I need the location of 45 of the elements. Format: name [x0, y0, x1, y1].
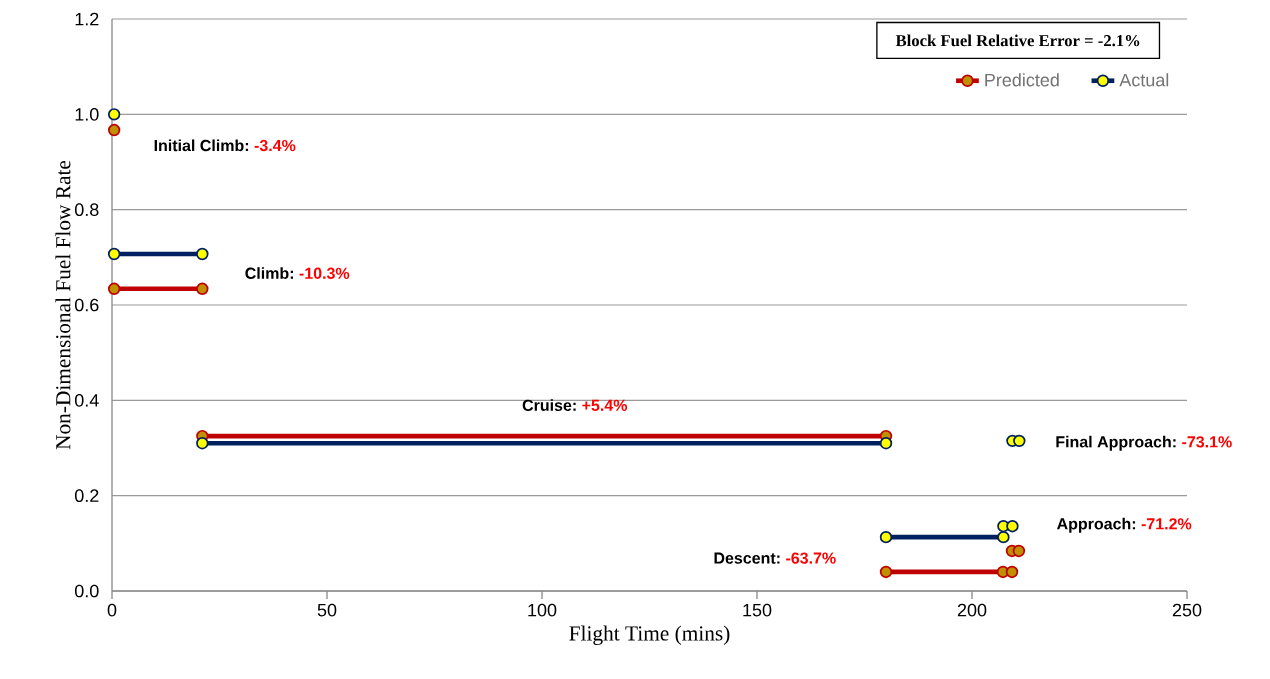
point — [879, 437, 893, 450]
annotation: Initial Climb: — [154, 139, 249, 152]
point — [1012, 544, 1026, 558]
y-tick-label: 0.6 — [74, 298, 99, 312]
y-axis-title: Non-Dimensional Fuel Flow Rate — [55, 160, 71, 450]
x-tick-label: 100 — [528, 603, 557, 617]
point — [107, 123, 121, 137]
annotation: -71.2% — [1141, 518, 1192, 530]
annotation: -63.7% — [786, 552, 836, 564]
x-tick-label: 0 — [107, 603, 117, 617]
point — [196, 282, 209, 295]
x-tick-label: 250 — [1172, 603, 1202, 617]
annotation: Climb: — [245, 267, 293, 279]
y-tick-label: 0.8 — [74, 203, 99, 217]
point — [997, 530, 1010, 544]
annotation: +5.4% — [582, 399, 628, 411]
y-tick-label: 1.2 — [75, 12, 99, 26]
point — [1006, 519, 1019, 533]
legend-label: Actual — [1119, 73, 1169, 87]
x-tick-label: 150 — [743, 603, 772, 617]
annotation: -3.4% — [254, 139, 296, 152]
point — [1005, 565, 1019, 579]
annotation: Descent: — [714, 552, 780, 564]
y-tick-label: 1.0 — [75, 107, 99, 121]
point — [196, 437, 209, 450]
y-tick-label: 0.2 — [74, 489, 99, 503]
annotation: Block Fuel Relative Error = -2.1% — [895, 34, 1140, 47]
y-tick-label: 0.4 — [74, 393, 99, 407]
point — [879, 530, 893, 544]
point — [107, 247, 121, 261]
annotation: Approach: — [1057, 517, 1136, 533]
x-tick-label: 50 — [317, 603, 337, 617]
point — [107, 282, 121, 295]
x-tick-label: 200 — [957, 603, 987, 617]
point — [196, 247, 209, 261]
point — [107, 108, 121, 121]
annotation: -73.1% — [1182, 436, 1232, 448]
y-tick-label: 0.0 — [74, 584, 99, 598]
annotation: -10.3% — [299, 267, 350, 279]
annotation: Cruise: — [522, 399, 576, 411]
legend-label: Predicted — [985, 73, 1059, 87]
point — [1013, 434, 1026, 448]
point — [879, 565, 893, 579]
annotation: Final Approach: — [1056, 435, 1176, 451]
x-axis-title: Flight Time (mins) — [569, 625, 730, 646]
